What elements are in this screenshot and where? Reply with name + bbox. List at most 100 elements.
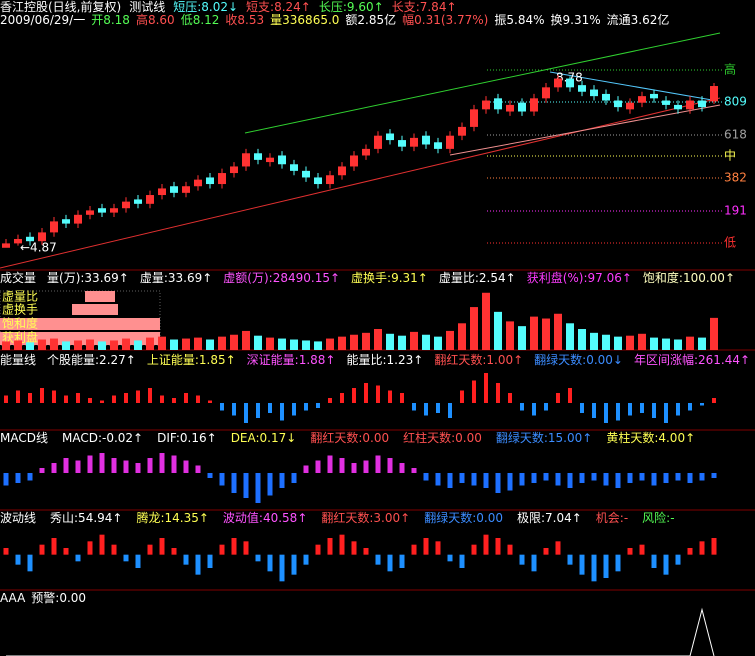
candle-body bbox=[398, 140, 406, 147]
candle-body bbox=[686, 100, 694, 110]
histogram-bar bbox=[147, 544, 153, 555]
volume-bar bbox=[626, 335, 634, 350]
histogram-bar bbox=[124, 393, 128, 403]
volume-bar bbox=[602, 334, 610, 350]
candle-body bbox=[134, 199, 142, 204]
histogram-bar bbox=[207, 473, 213, 478]
histogram-bar bbox=[411, 468, 417, 473]
histogram-bar bbox=[664, 403, 668, 423]
histogram-bar bbox=[231, 473, 237, 493]
histogram-bar bbox=[4, 395, 8, 403]
histogram-bar bbox=[688, 403, 692, 411]
label: 长压:9.60↑ bbox=[318, 0, 384, 14]
level-label: 382 bbox=[724, 171, 747, 185]
level-label: 809 bbox=[724, 95, 747, 109]
label: 开8.18 bbox=[91, 13, 130, 27]
histogram-bar bbox=[699, 541, 705, 555]
histogram-bar bbox=[76, 393, 80, 403]
label: 振5.84% bbox=[494, 13, 545, 27]
histogram-bar bbox=[135, 463, 141, 473]
candle-body bbox=[626, 102, 634, 110]
volume-bar bbox=[374, 329, 382, 350]
candle-body bbox=[302, 170, 310, 178]
histogram-bar bbox=[136, 390, 140, 403]
candle-body bbox=[698, 100, 706, 108]
trend-line bbox=[244, 32, 721, 134]
histogram-bar bbox=[507, 544, 513, 555]
panel-header: 能量线 个股能量:2.27↑ 上证能量:1.85↑ 深证能量:1.88↑ 能量比:1.2… bbox=[0, 353, 750, 367]
histogram-bar bbox=[411, 544, 417, 555]
label: 换9.31% bbox=[550, 13, 601, 27]
side-bar bbox=[72, 304, 118, 315]
level-label: 低 bbox=[724, 236, 736, 250]
histogram-bar bbox=[712, 398, 716, 403]
volume-bar bbox=[710, 317, 718, 350]
volume-bar bbox=[182, 338, 190, 350]
panel-header: 波动线 秀山:54.94↑ 腾龙:14.35↑ 波动值:40.58↑ 翻红天数:3.00… bbox=[0, 511, 675, 525]
histogram-bar bbox=[243, 473, 249, 498]
histogram-bar bbox=[364, 383, 368, 403]
candle-body bbox=[158, 188, 166, 196]
histogram-bar bbox=[507, 473, 513, 491]
histogram-bar bbox=[351, 463, 357, 473]
histogram-bar bbox=[663, 473, 669, 483]
label: 短压:8.02↓ bbox=[173, 0, 239, 14]
label: 翻绿天数:0.00↓ bbox=[534, 353, 623, 367]
volume-bar bbox=[350, 334, 358, 350]
histogram-bar bbox=[75, 554, 81, 562]
histogram-bar bbox=[112, 395, 116, 403]
histogram-bar bbox=[123, 460, 129, 473]
volume-bar bbox=[2, 341, 10, 350]
panel-header: MACD线 MACD:-0.02↑ DIF:0.16↑ DEA:0.17↓ 翻红天数:0… bbox=[0, 431, 695, 445]
histogram-bar bbox=[195, 554, 201, 575]
side-label: 虚换手 bbox=[2, 303, 38, 317]
histogram-bar bbox=[423, 473, 429, 481]
candle-body bbox=[266, 157, 274, 163]
candle-body bbox=[410, 137, 418, 147]
candle-body bbox=[434, 142, 442, 149]
histogram-bar bbox=[676, 403, 680, 416]
label: MACD线 bbox=[0, 431, 48, 445]
volume-bar bbox=[14, 340, 22, 350]
histogram-bar bbox=[40, 388, 44, 403]
histogram-bar bbox=[376, 385, 380, 403]
histogram-bar bbox=[328, 398, 332, 403]
volume-bar bbox=[698, 337, 706, 350]
volume-bar bbox=[326, 338, 334, 350]
histogram-bar bbox=[63, 458, 69, 473]
candle-body bbox=[566, 78, 574, 88]
histogram-bar bbox=[196, 395, 200, 403]
volume-bar bbox=[278, 338, 286, 350]
histogram-bar bbox=[567, 473, 573, 488]
histogram-bar bbox=[675, 473, 681, 481]
histogram-bar bbox=[15, 554, 21, 565]
candle-body bbox=[530, 98, 538, 112]
histogram-bar bbox=[220, 403, 224, 411]
histogram-bar bbox=[640, 403, 644, 413]
histogram-bar bbox=[399, 463, 405, 473]
candle-body bbox=[194, 179, 202, 187]
label: 腾龙:14.35↑ bbox=[136, 511, 209, 525]
volume-bar bbox=[494, 311, 502, 350]
candle-body bbox=[98, 208, 106, 213]
volume-bar bbox=[266, 337, 274, 350]
label: 能量比:1.23↑ bbox=[346, 353, 424, 367]
histogram-bar bbox=[567, 554, 573, 565]
label: 短支:8.24↑ bbox=[246, 0, 311, 14]
label: 高8.60 bbox=[135, 13, 175, 27]
histogram-bar bbox=[315, 544, 321, 555]
volume-bar bbox=[62, 341, 70, 350]
header-row: 2009/06/29/一 开8.18 高8.60 低8.12 收8.53 量336865.… bbox=[0, 13, 669, 27]
histogram-bar bbox=[303, 465, 309, 473]
label: 香江控股(日线,前复权) bbox=[0, 0, 122, 14]
candle-body bbox=[350, 155, 358, 167]
histogram-bar bbox=[16, 390, 20, 403]
histogram-bar bbox=[195, 465, 201, 473]
histogram-bar bbox=[579, 554, 585, 575]
volume-bar bbox=[614, 336, 622, 350]
candle-body bbox=[182, 186, 190, 193]
histogram-bar bbox=[208, 400, 212, 403]
histogram-bar bbox=[231, 538, 237, 555]
candle-body bbox=[218, 173, 226, 185]
